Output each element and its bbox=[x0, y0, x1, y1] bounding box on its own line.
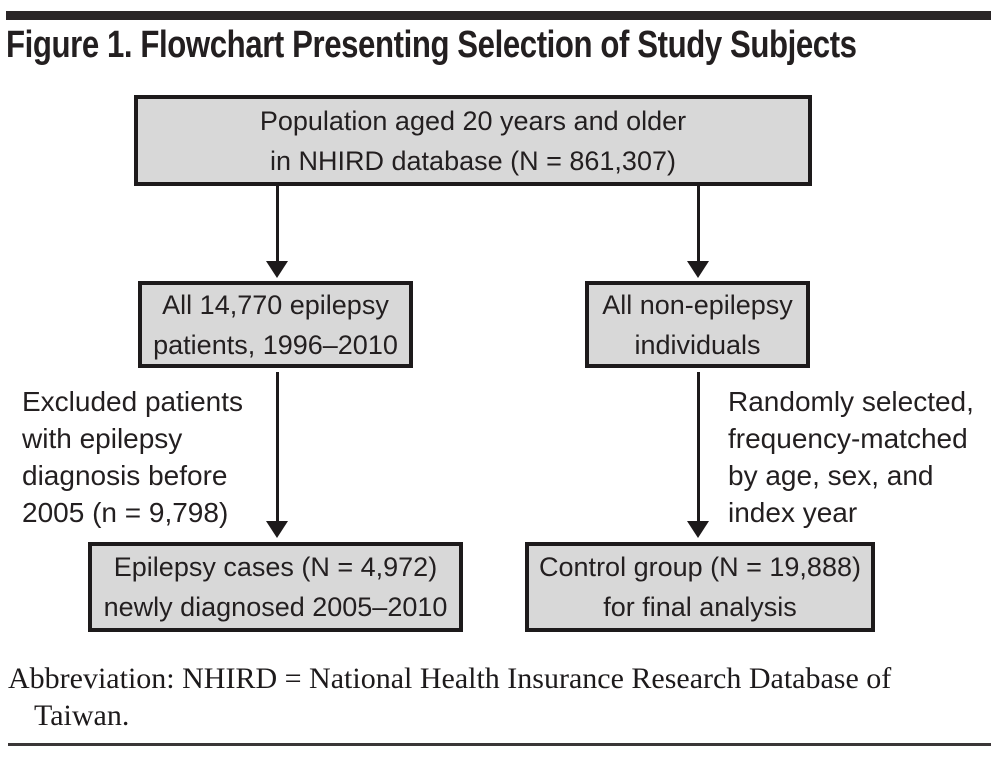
flow-box-epilepsy-patients: All 14,770 epilepsy patients, 1996–2010 bbox=[138, 281, 413, 368]
arrow-shaft bbox=[696, 372, 700, 521]
arrow-shaft bbox=[275, 372, 279, 521]
figure-title: Figure 1. Flowchart Presenting Selection… bbox=[6, 24, 857, 66]
arrowhead-down-icon bbox=[687, 261, 709, 278]
arrowhead-down-icon bbox=[687, 521, 709, 538]
arrow-top-to-epilepsy bbox=[266, 186, 288, 278]
arrow-shaft bbox=[696, 186, 700, 261]
top-rule bbox=[6, 11, 991, 20]
arrowhead-down-icon bbox=[266, 521, 288, 538]
arrow-shaft bbox=[275, 186, 279, 261]
arrow-epilepsy-to-cases bbox=[266, 372, 288, 538]
arrow-nonepilepsy-to-control bbox=[687, 372, 709, 538]
flow-box-population: Population aged 20 years and older in NH… bbox=[134, 95, 812, 186]
arrow-top-to-nonepilepsy bbox=[687, 186, 709, 278]
flow-box-control-group: Control group (N = 19,888) for final ana… bbox=[525, 542, 875, 632]
flow-box-epilepsy-cases: Epilepsy cases (N = 4,972) newly diagnos… bbox=[88, 542, 463, 632]
matching-note: Randomly selected, frequency-matched by … bbox=[728, 386, 974, 528]
bottom-rule bbox=[8, 743, 991, 746]
arrowhead-down-icon bbox=[266, 261, 288, 278]
abbreviation-footnote: Abbreviation: NHIRD = National Health In… bbox=[8, 662, 892, 732]
flow-box-nonepilepsy-individuals: All non-epilepsy individuals bbox=[585, 281, 810, 368]
exclusion-note: Excluded patients with epilepsy diagnosi… bbox=[22, 386, 244, 528]
